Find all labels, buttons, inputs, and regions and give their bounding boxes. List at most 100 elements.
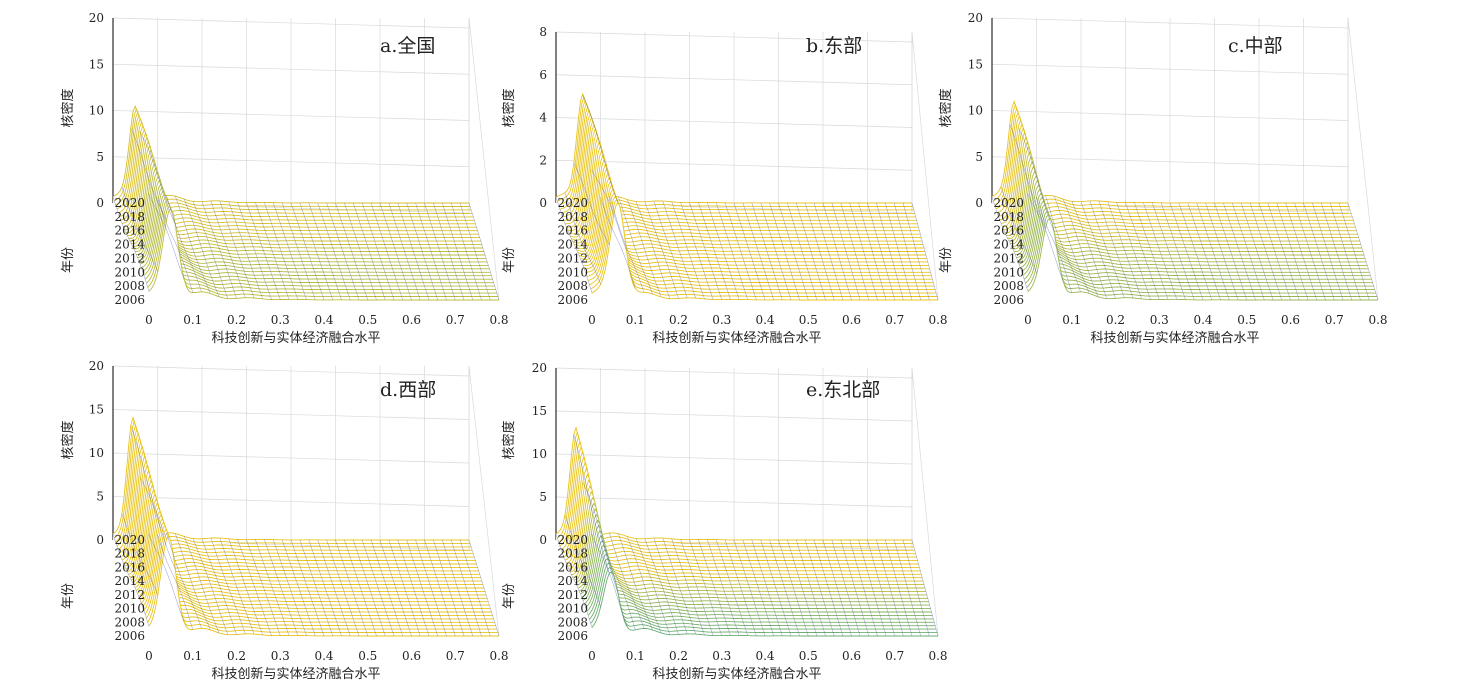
x-axis-title: 科技创新与实体经济融合水平 [652,666,821,682]
mesh-line [130,425,167,540]
x-tick-label: 0.4 [755,649,774,663]
mesh-line [1294,202,1326,301]
mesh-line [618,196,653,295]
mesh-line [255,539,290,636]
mesh-line [867,202,896,301]
mesh-line [1285,202,1318,301]
mesh-line [192,201,229,299]
year-tick-label: 2018 [557,547,588,561]
grid-side [468,17,500,301]
mesh-line [893,202,921,301]
mesh-line [353,539,386,636]
surface-fill [557,432,913,544]
x-tick-label: 0.8 [489,313,508,327]
z-axis-title: 核密度 [938,88,954,127]
surface-b [555,92,939,301]
x-tick-label: 0.6 [402,313,421,327]
x-tick-label: 0.1 [183,313,202,327]
year-tick-label: 2012 [114,588,145,602]
mesh-line [157,197,194,293]
year-tick-label: 2012 [993,251,1024,265]
year-tick-label: 2008 [114,615,145,629]
mesh-line [564,192,601,285]
year-axis-title: 年份 [502,247,517,273]
x-tick-label: 0.5 [799,649,818,663]
z-tick-label: 15 [968,57,983,71]
mesh-line [1089,200,1125,298]
year-tick-label: 2014 [557,574,588,588]
mesh-line [867,539,896,637]
x-tick-label: 0.8 [1368,313,1387,327]
mesh-line [707,202,740,300]
year-axis-title: 年份 [61,247,76,273]
z-tick-label: 0 [96,196,104,210]
mesh-line [1080,201,1116,299]
panel-title: d.西部 [380,379,436,401]
year-tick-label: 2014 [993,238,1024,252]
x-tick-label: 0.6 [842,313,861,327]
mesh-line [264,202,299,300]
mesh-line [459,539,491,637]
mesh-line [166,195,202,292]
z-tick-label: 5 [539,490,547,504]
x-tick-label: 0 [588,313,596,327]
year-tick-label: 2010 [993,265,1024,279]
mesh-line [742,539,774,636]
density-curve [114,419,471,544]
mesh-line [858,202,887,301]
mesh-line [689,202,723,300]
surface-fill [149,536,499,636]
grid-side [911,31,939,301]
year-tick-label: 2012 [557,251,588,265]
mesh-line [370,539,404,637]
mesh-line [680,539,714,636]
mesh-line [618,533,653,630]
surface-a [112,104,500,301]
mesh-line [397,539,430,637]
mesh-line [698,539,731,636]
mesh-line [804,202,835,301]
mesh-line [582,94,619,203]
z-tick-label: 15 [532,404,547,418]
z-tick-label: 20 [89,11,104,25]
z-tick-label: 10 [968,104,983,118]
surface-fill [149,208,499,300]
x-tick-label: 0.2 [669,313,688,327]
mesh-line [760,539,792,636]
x-tick-label: 0 [145,313,153,327]
mesh-line [707,539,740,636]
mesh-line [344,202,377,301]
mesh-line [1312,202,1344,301]
mesh-line [822,202,852,301]
mesh-line [1062,199,1099,297]
x-tick-label: 0.7 [446,649,465,663]
mesh-line [317,202,351,300]
year-tick-label: 2008 [557,279,588,293]
mesh-line [680,202,714,300]
mesh-line [228,201,264,299]
mesh-line [406,539,439,637]
panel-title: a.全国 [380,35,435,57]
surface-fill [592,202,938,300]
year-axis-title: 年份 [502,583,517,609]
mesh-line [281,539,316,636]
mesh-line [1125,202,1160,300]
surface-fill [994,108,1351,210]
mesh-line [228,538,264,635]
mesh-line [1107,201,1143,299]
year-tick-label: 2016 [114,560,145,574]
mesh-line [1071,201,1108,299]
x-tick-label: 0.4 [1193,313,1212,327]
mesh-line [139,477,176,569]
panel-c: 0 5 10 15 20 20062008201020122014201620182020… [938,11,1388,346]
x-tick-label: 0.4 [314,649,333,663]
z-tick-label: 8 [539,25,547,39]
mesh-line [1098,200,1134,299]
z-tick-label: 15 [89,403,104,417]
mesh-line [1303,202,1335,301]
density-curve [994,107,1351,211]
year-tick-label: 2020 [557,533,588,547]
density-curve [557,430,913,544]
grid-side [1347,17,1379,301]
